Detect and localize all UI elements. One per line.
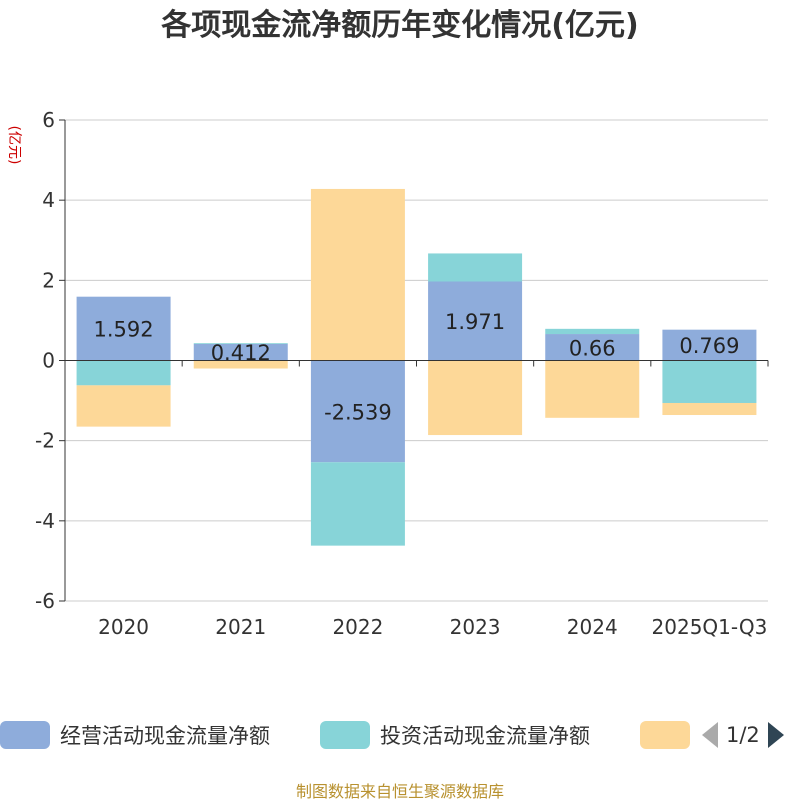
legend-page-indicator: 1/2 <box>726 723 760 747</box>
data-label: 0.769 <box>679 334 739 358</box>
chevron-left-icon[interactable] <box>700 720 720 750</box>
bar-investing <box>310 462 405 546</box>
legend-swatch-investing <box>320 721 370 749</box>
bar-investing <box>662 360 757 403</box>
legend-item-financing[interactable] <box>640 717 700 753</box>
y-axis-label: (亿元) <box>6 126 22 165</box>
bar-investing <box>428 253 523 282</box>
x-tick-label: 2020 <box>98 615 149 639</box>
bar-investing <box>76 360 171 386</box>
chevron-right-icon[interactable] <box>766 720 786 750</box>
x-tick-label: 2023 <box>450 615 501 639</box>
data-label: 0.412 <box>211 341 271 365</box>
y-tick-label: 4 <box>42 188 55 212</box>
y-tick-label: -6 <box>35 589 55 613</box>
bar-financing <box>193 360 288 369</box>
bar-financing <box>76 385 171 427</box>
y-tick-label: -2 <box>35 429 55 453</box>
y-tick-label: 2 <box>42 268 55 292</box>
bar-financing <box>310 188 405 361</box>
y-tick-label: 6 <box>42 108 55 132</box>
bar-investing <box>545 328 640 335</box>
bar-operating <box>310 360 405 463</box>
legend-label-operating: 经营活动现金流量净额 <box>60 724 270 748</box>
data-label: 1.971 <box>445 310 505 334</box>
data-label: 1.592 <box>94 318 154 342</box>
bar-operating <box>428 281 523 361</box>
x-tick-label: 2021 <box>215 615 266 639</box>
bar-financing <box>428 360 523 436</box>
bar-operating <box>76 296 171 361</box>
bar-financing <box>662 402 757 416</box>
legend-label-investing: 投资活动现金流量净额 <box>380 724 590 748</box>
data-label: 0.66 <box>569 336 616 360</box>
legend-pager: 1/2 <box>700 717 786 753</box>
y-tick-label: -4 <box>35 509 55 533</box>
legend-item-operating[interactable]: 经营活动现金流量净额 <box>0 717 270 753</box>
x-tick-label: 2022 <box>332 615 383 639</box>
x-tick-label: 2025Q1-Q3 <box>652 615 768 639</box>
legend-item-investing[interactable]: 投资活动现金流量净额 <box>320 717 590 753</box>
chart-title: 各项现金流净额历年变化情况(亿元) <box>161 8 639 43</box>
y-tick-label: 0 <box>42 349 55 373</box>
data-label: -2.539 <box>324 400 392 424</box>
data-source-footer: 制图数据来自恒生聚源数据库 <box>295 782 504 801</box>
bar-financing <box>545 360 640 418</box>
x-tick-label: 2024 <box>567 615 618 639</box>
cash-flow-chart: 6 4 2 0 -2 -4 -6 (亿元) 2020 2021 2022 2023 2024 2025Q1… <box>6 108 769 639</box>
bar-operating <box>662 329 757 361</box>
legend: 经营活动现金流量净额 投资活动现金流量净额 1/2 <box>0 717 800 753</box>
bar-operating <box>545 334 640 361</box>
legend-swatch-financing <box>640 721 690 749</box>
bar-investing <box>193 343 288 344</box>
bar-operating <box>193 343 288 361</box>
legend-swatch-operating <box>0 721 50 749</box>
